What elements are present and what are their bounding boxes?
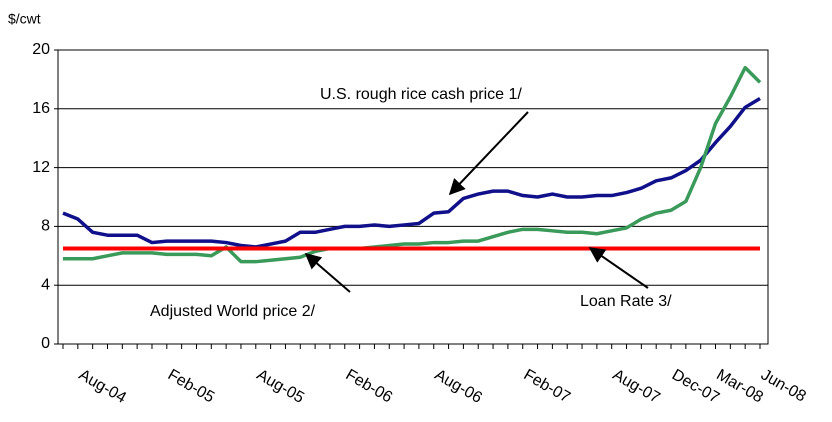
annotation-arrow [588,247,649,289]
x-tick-label: Dec-07 [669,366,722,407]
annotation: Adjusted World price 2/ [150,303,316,320]
y-tick-label: 20 [32,41,50,58]
x-tick-label: Jun-08 [758,366,809,405]
series-line [63,65,762,264]
x-tick-label: Aug-07 [610,366,663,407]
y-tick-label: 16 [32,100,50,117]
x-tick-label: Mar-08 [713,366,765,406]
x-tick-label: Aug-04 [76,366,129,407]
annotation-arrow [304,252,351,293]
y-tick-label: 4 [41,276,50,293]
x-tick-label: Aug-06 [432,366,485,407]
annotation: U.S. rough rice cash price 1/ [320,86,522,103]
x-tick-label: Feb-07 [521,366,573,406]
x-tick-label: Feb-06 [343,366,395,406]
annotation-arrow [448,111,529,196]
y-tick-label: 8 [41,218,50,235]
x-tick-label: Feb-05 [165,366,217,406]
annotation: Loan Rate 3/ [580,293,672,310]
y-tick-label: 0 [41,335,50,352]
y-axis-label: $/cwt [8,11,41,27]
x-tick-label: Aug-05 [254,366,307,407]
y-tick-label: 12 [32,159,50,176]
series-line [62,97,761,249]
